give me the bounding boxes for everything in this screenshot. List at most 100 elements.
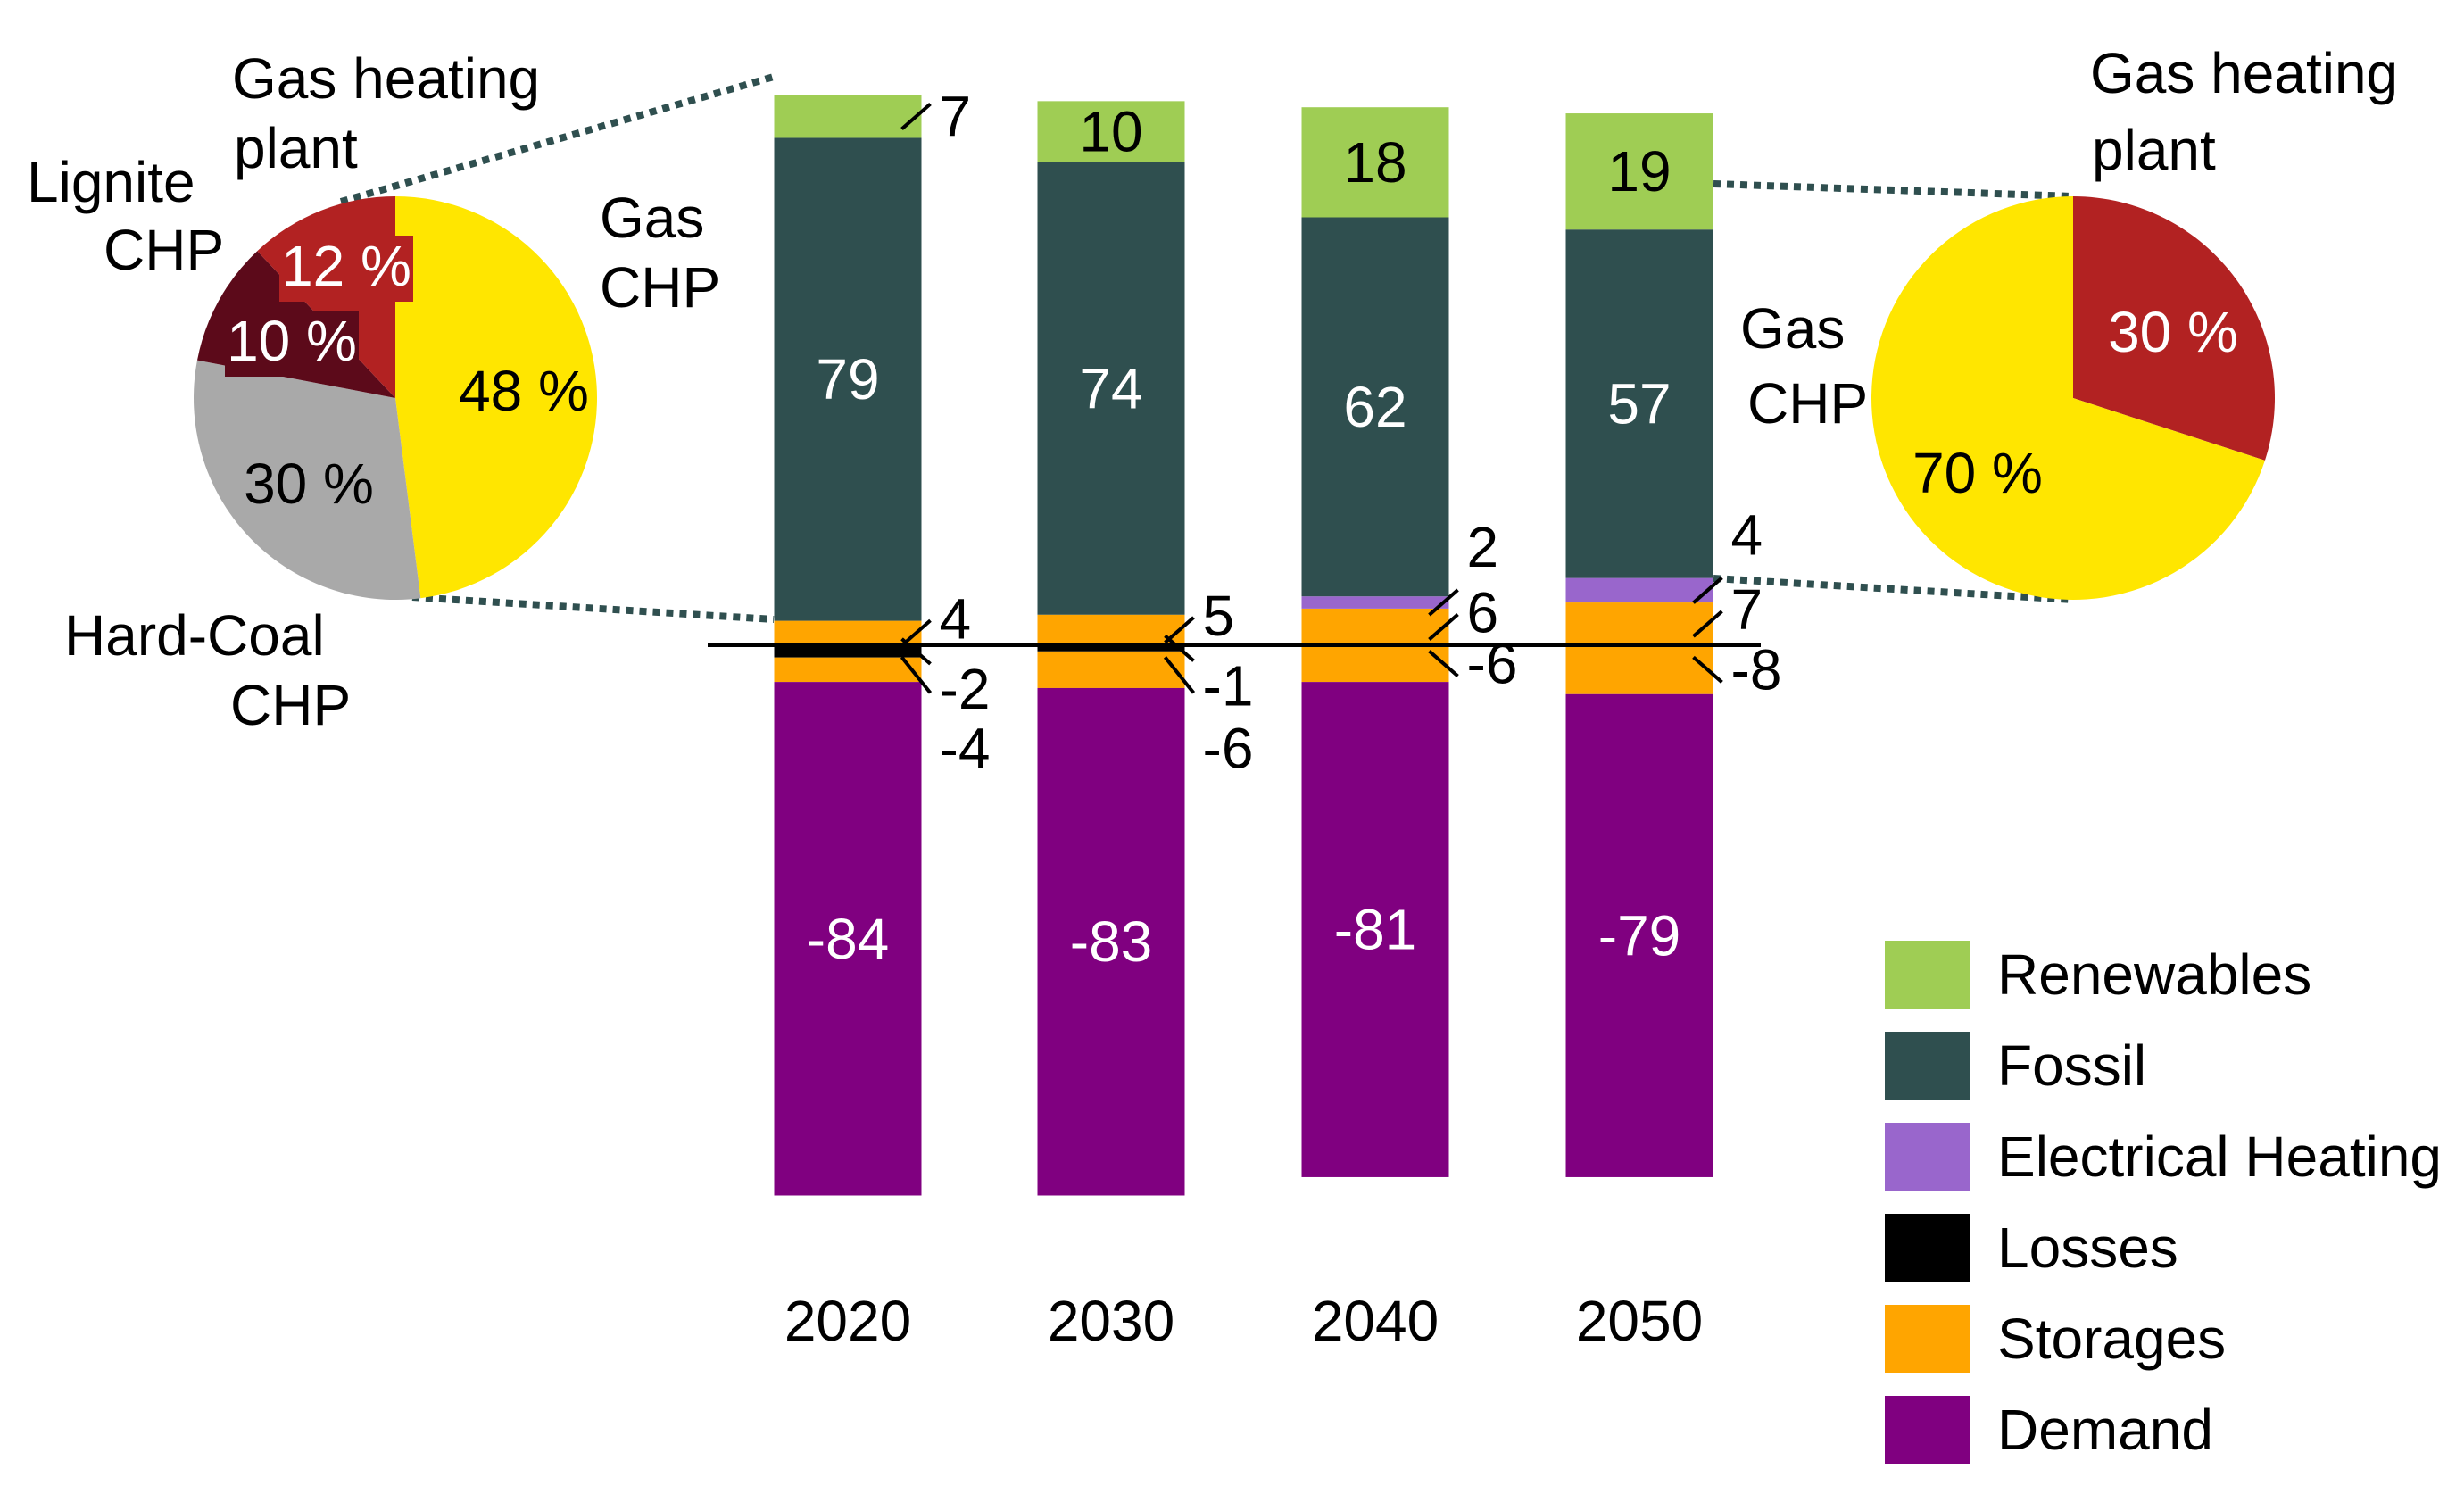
pie-label-box-lignite-chp bbox=[225, 311, 359, 377]
legend-swatch-fossil bbox=[1885, 1032, 1970, 1100]
label-fossil-2020: 79 bbox=[816, 347, 879, 411]
label-lignite-chp-line2: CHP bbox=[104, 218, 224, 282]
pie-pct-gas-chp: 70 % bbox=[1912, 441, 2043, 505]
callout-electrical-heating-2050: 4 bbox=[1731, 502, 1763, 567]
bar-value-labels: 79-8474-2-474-83105-1-662-811862-657-791… bbox=[807, 84, 1782, 974]
pie-pct-gas-heating-plant: 30 % bbox=[2108, 300, 2238, 364]
callout-storages-2050: 7 bbox=[1731, 577, 1763, 642]
legend: Renewables Fossil Electrical Heating Losses… bbox=[1885, 941, 2442, 1464]
left-pie-labels: Gas heating plant Lignite CHP Gas CHP Ha… bbox=[27, 46, 720, 737]
label-gas-chp-right: Gas bbox=[1740, 296, 1845, 361]
label-gas-heating-plant-right: Gas heating bbox=[2090, 41, 2398, 105]
leader-electrical-heating-2040 bbox=[1428, 588, 1459, 617]
label-demand-2050: -79 bbox=[1598, 903, 1681, 967]
label-gas-heating-plant-right-line2: plant bbox=[2092, 118, 2216, 182]
x-tick-2020: 2020 bbox=[784, 1289, 911, 1353]
pie-slice-gas-heating-plant bbox=[2073, 196, 2275, 461]
callout-storages-2050: -8 bbox=[1731, 637, 1782, 701]
callout-storages-2030: -6 bbox=[1203, 716, 1254, 780]
bar-renewables-2040 bbox=[1301, 107, 1449, 218]
pie-connector-lines bbox=[339, 73, 2074, 623]
label-gas-chp: Gas bbox=[600, 186, 704, 250]
label-fossil-2050: 57 bbox=[1607, 371, 1671, 436]
connector-left-top bbox=[339, 73, 776, 205]
bar-losses-2020 bbox=[774, 645, 922, 658]
bar-electrical-heating-2050 bbox=[1565, 577, 1713, 603]
connector-right-top bbox=[1713, 180, 2074, 200]
legend-swatch-storages bbox=[1885, 1305, 1970, 1373]
leader-storages-2040 bbox=[1428, 650, 1459, 678]
bar-storages-2050 bbox=[1565, 602, 1713, 645]
legend-label-losses: Losses bbox=[1997, 1216, 2178, 1280]
leader-storages-2030 bbox=[1163, 656, 1196, 694]
bar-fossil-2050 bbox=[1565, 229, 1713, 578]
right-pie-labels: Gas heating plant Gas CHP bbox=[1740, 41, 2398, 436]
legend-swatch-electrical-heating bbox=[1885, 1123, 1970, 1191]
callout-electrical-heating-2040: 2 bbox=[1467, 515, 1499, 579]
label-hard-coal-chp-line2: CHP bbox=[230, 673, 351, 737]
callout-storages-2030: 5 bbox=[1203, 584, 1235, 648]
connector-left-bottom bbox=[411, 594, 775, 623]
label-lignite-chp: Lignite bbox=[27, 150, 195, 214]
callout-storages-2040: 6 bbox=[1467, 580, 1499, 644]
bar-storages-2030 bbox=[1037, 614, 1185, 645]
label-fossil-2040: 62 bbox=[1343, 375, 1406, 439]
leader-storages-2020 bbox=[900, 656, 933, 694]
bar-renewables-2030 bbox=[1037, 101, 1185, 162]
label-demand-2030: -83 bbox=[1070, 909, 1153, 974]
bar-storages-2040 bbox=[1301, 645, 1449, 683]
bar-losses-2030 bbox=[1037, 645, 1185, 652]
pie-slice-gas-chp bbox=[395, 196, 597, 599]
pie-pct-gas-chp: 48 % bbox=[459, 359, 589, 423]
label-gas-heating-plant-line2: plant bbox=[234, 116, 358, 180]
leader-storages-2040 bbox=[1428, 612, 1459, 641]
pie-slice-gas-chp bbox=[1871, 196, 2265, 601]
pie-pct-hard-coal-chp: 30 % bbox=[244, 452, 374, 516]
bar-electrical-heating-2040 bbox=[1301, 596, 1449, 609]
label-gas-chp-right-line2: CHP bbox=[1747, 371, 1868, 436]
callout-losses-2020: -2 bbox=[940, 657, 991, 721]
label-renewables-2050: 19 bbox=[1607, 139, 1671, 203]
legend-label-fossil: Fossil bbox=[1997, 1034, 2146, 1098]
bar-storages-2020 bbox=[774, 620, 922, 645]
bar-fossil-2040 bbox=[1301, 217, 1449, 597]
label-gas-chp-line2: CHP bbox=[600, 255, 720, 320]
connector-right-bottom bbox=[1713, 575, 2074, 603]
legend-label-demand: Demand bbox=[1997, 1398, 2213, 1462]
x-tick-2040: 2040 bbox=[1312, 1289, 1439, 1353]
pie-2050: 30 % 70 % bbox=[1871, 196, 2275, 601]
label-renewables-2040: 18 bbox=[1343, 130, 1406, 195]
x-axis-tick-labels: 2020 2030 2040 2050 bbox=[784, 1289, 1703, 1353]
stacked-bars bbox=[774, 95, 1713, 1196]
legend-swatch-demand bbox=[1885, 1396, 1970, 1464]
leader-storages-2050 bbox=[1692, 610, 1723, 638]
bar-fossil-2020 bbox=[774, 137, 922, 621]
callout-storages-2020: 4 bbox=[940, 586, 972, 651]
label-demand-2020: -84 bbox=[807, 907, 890, 971]
leader-storages-2050 bbox=[1692, 655, 1723, 684]
label-hard-coal-chp: Hard-Coal bbox=[64, 603, 325, 668]
pie-pct-gas-heating-plant: 12 % bbox=[281, 234, 411, 298]
label-fossil-2030: 74 bbox=[1079, 356, 1142, 420]
leader-electrical-heating-2050 bbox=[1692, 576, 1723, 604]
pie-pct-lignite-chp: 10 % bbox=[227, 309, 357, 373]
bar-storages-2020 bbox=[774, 657, 922, 683]
bar-renewables-2020 bbox=[774, 95, 922, 138]
bar-demand-2020 bbox=[774, 682, 922, 1196]
legend-swatch-renewables bbox=[1885, 941, 1970, 1009]
leader-renewables-2020 bbox=[900, 102, 932, 130]
callout-storages-2020: -4 bbox=[940, 716, 991, 780]
bar-renewables-2050 bbox=[1565, 113, 1713, 230]
legend-label-renewables: Renewables bbox=[1997, 942, 2311, 1007]
x-tick-2050: 2050 bbox=[1576, 1289, 1703, 1353]
x-tick-2030: 2030 bbox=[1048, 1289, 1174, 1353]
callout-losses-2030: -1 bbox=[1203, 653, 1254, 718]
callout-storages-2040: -6 bbox=[1467, 632, 1518, 696]
bar-demand-2050 bbox=[1565, 693, 1713, 1177]
bar-storages-2050 bbox=[1565, 645, 1713, 694]
legend-swatch-losses bbox=[1885, 1214, 1970, 1282]
bar-demand-2040 bbox=[1301, 682, 1449, 1177]
label-demand-2040: -81 bbox=[1334, 898, 1417, 962]
bar-storages-2040 bbox=[1301, 608, 1449, 645]
